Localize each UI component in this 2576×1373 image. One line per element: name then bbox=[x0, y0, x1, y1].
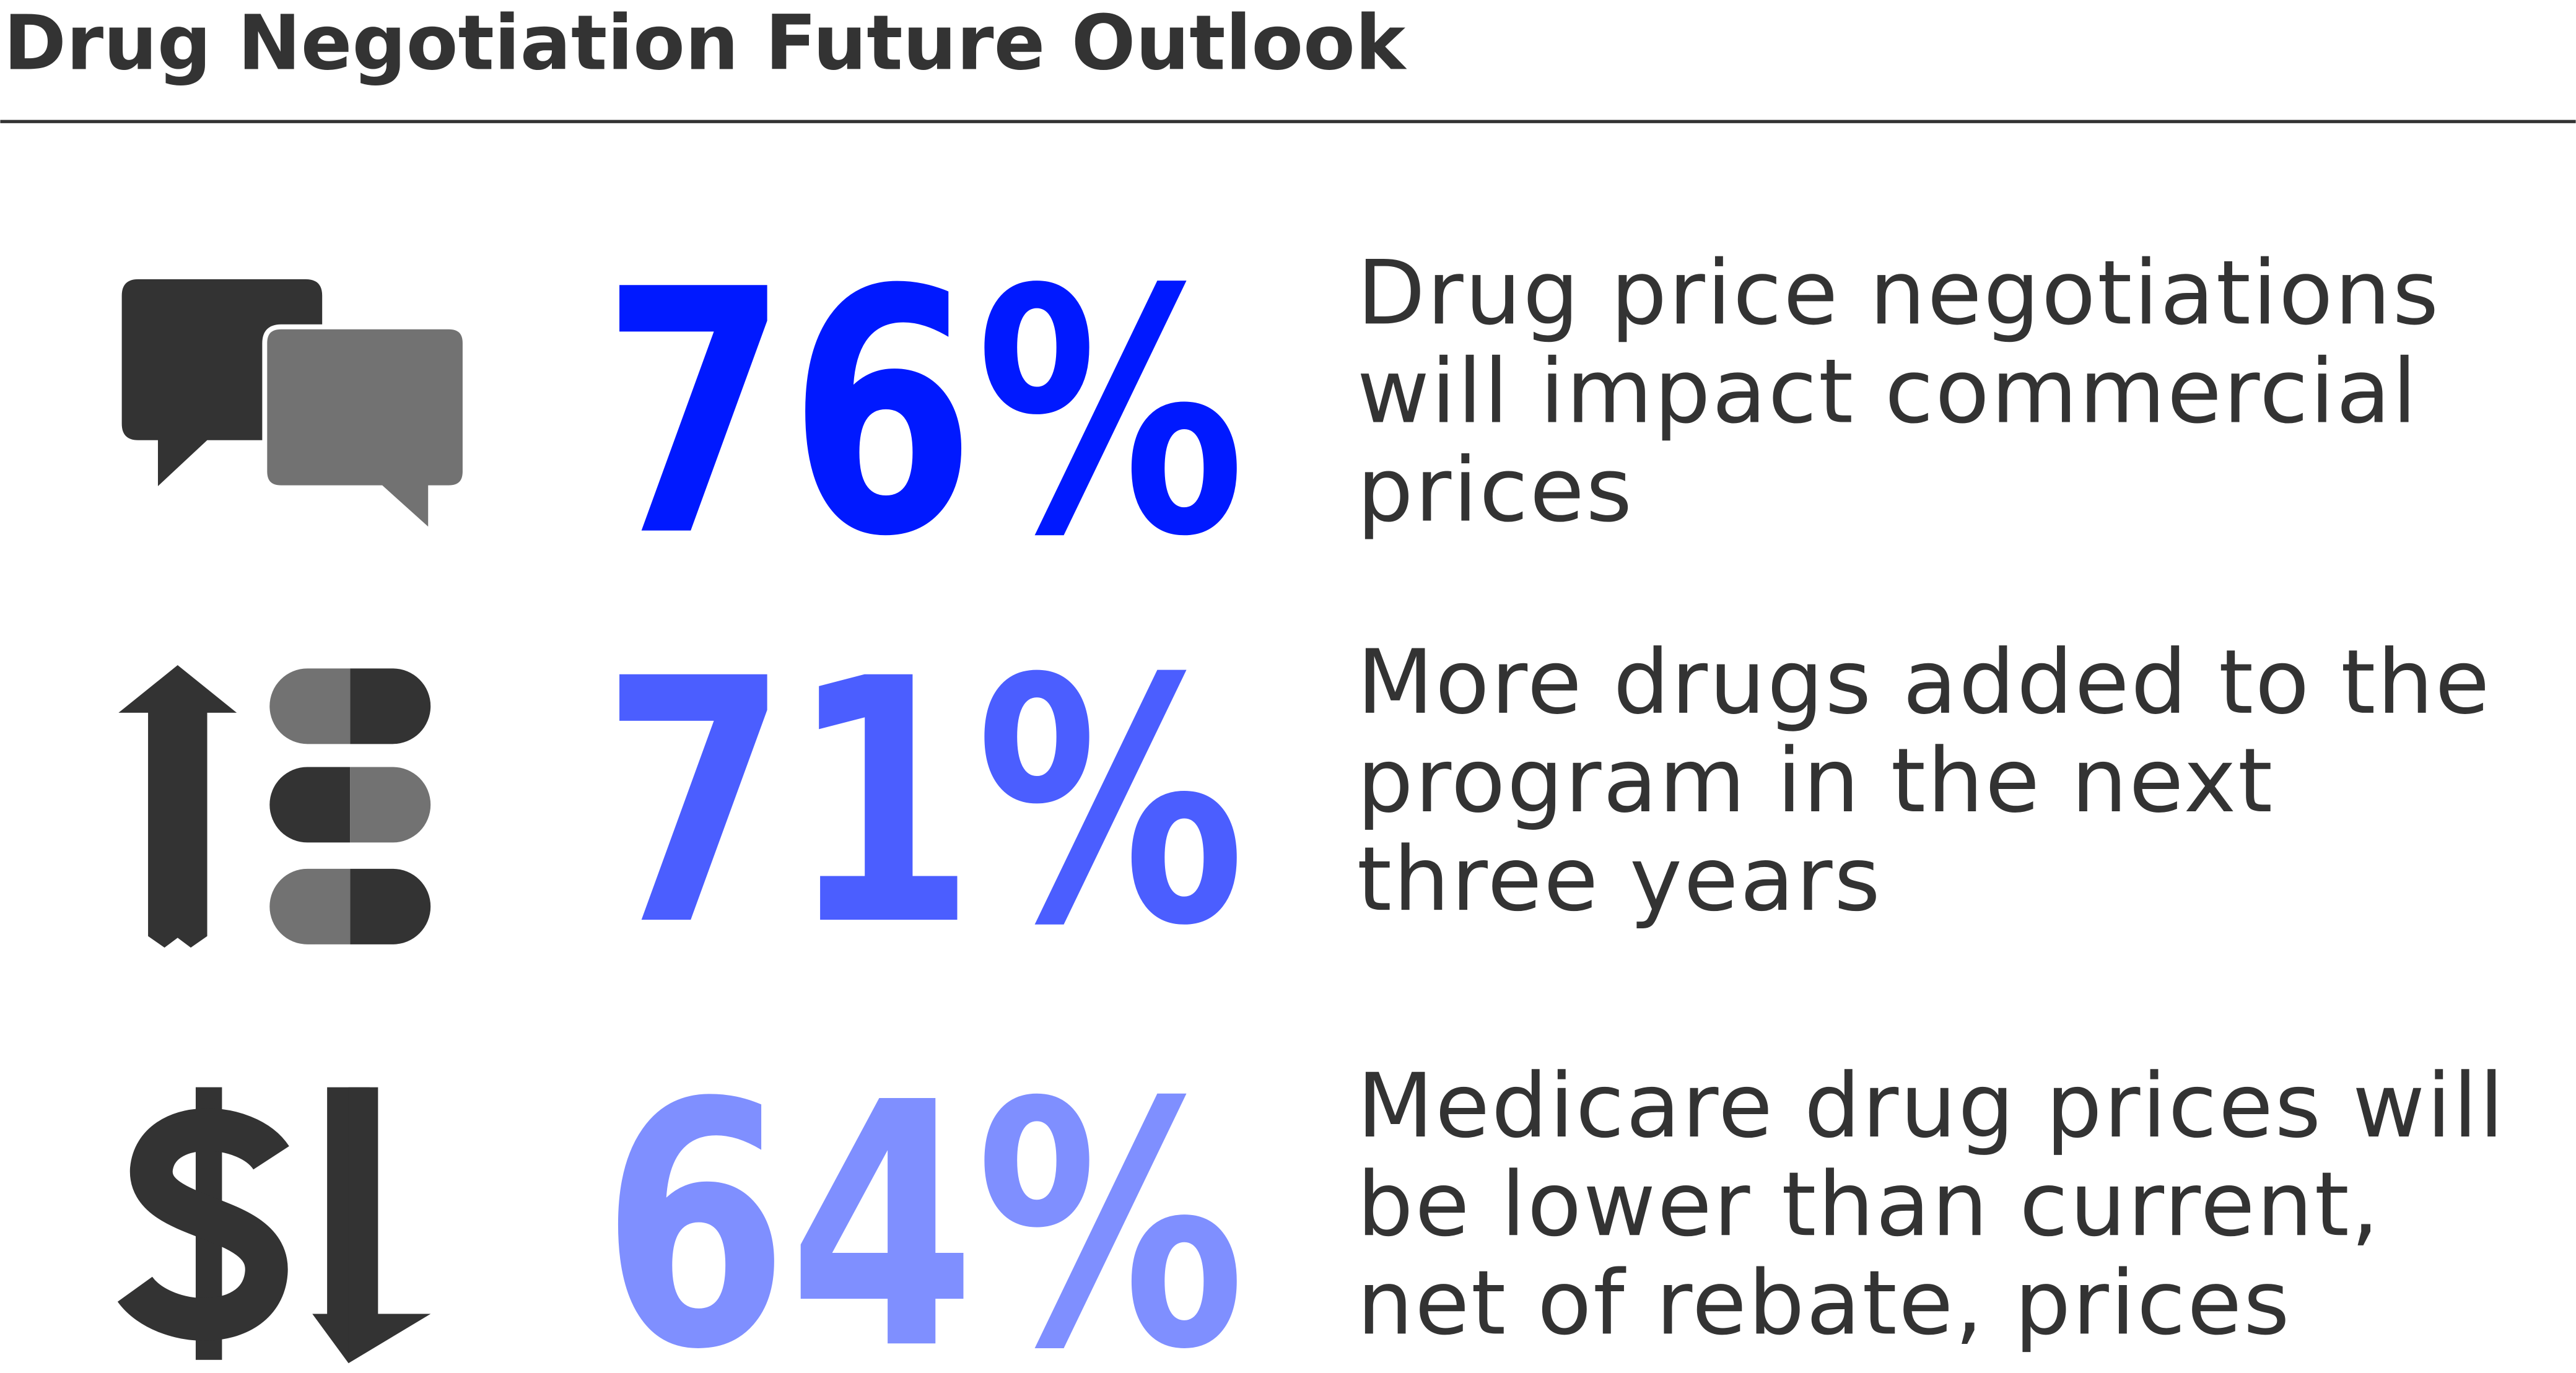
stat-value: 76% bbox=[601, 219, 1246, 611]
stat-description: three years bbox=[1357, 827, 1882, 931]
dollar-icon bbox=[117, 1087, 431, 1364]
stat-description: program in the next bbox=[1357, 729, 2274, 832]
stat-value: 64% bbox=[601, 1031, 1246, 1373]
speech-icon bbox=[121, 279, 468, 538]
stat-description: be lower than current, bbox=[1357, 1153, 2381, 1256]
stat-description: More drugs added to the bbox=[1357, 630, 2491, 734]
stat-description: will impact commercial bbox=[1357, 340, 2419, 443]
stat-description: Drug price negotiations bbox=[1357, 241, 2440, 344]
title: Drug Negotiation Future Outlook bbox=[4, 0, 1407, 87]
stat-description: prices bbox=[1357, 438, 1634, 542]
pills-icon bbox=[118, 665, 431, 948]
stat-description: net of rebate, prices bbox=[1357, 1251, 2291, 1354]
stat-value: 71% bbox=[601, 608, 1246, 1000]
stat-description: Medicare drug prices will bbox=[1357, 1054, 2505, 1157]
